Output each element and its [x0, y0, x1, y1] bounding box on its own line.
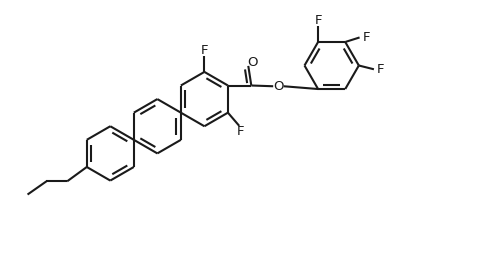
- Text: F: F: [201, 44, 208, 57]
- Text: F: F: [377, 63, 384, 76]
- Text: O: O: [273, 80, 284, 93]
- Text: F: F: [363, 31, 370, 44]
- Text: F: F: [237, 125, 244, 138]
- Text: O: O: [248, 56, 258, 69]
- Text: F: F: [314, 14, 322, 27]
